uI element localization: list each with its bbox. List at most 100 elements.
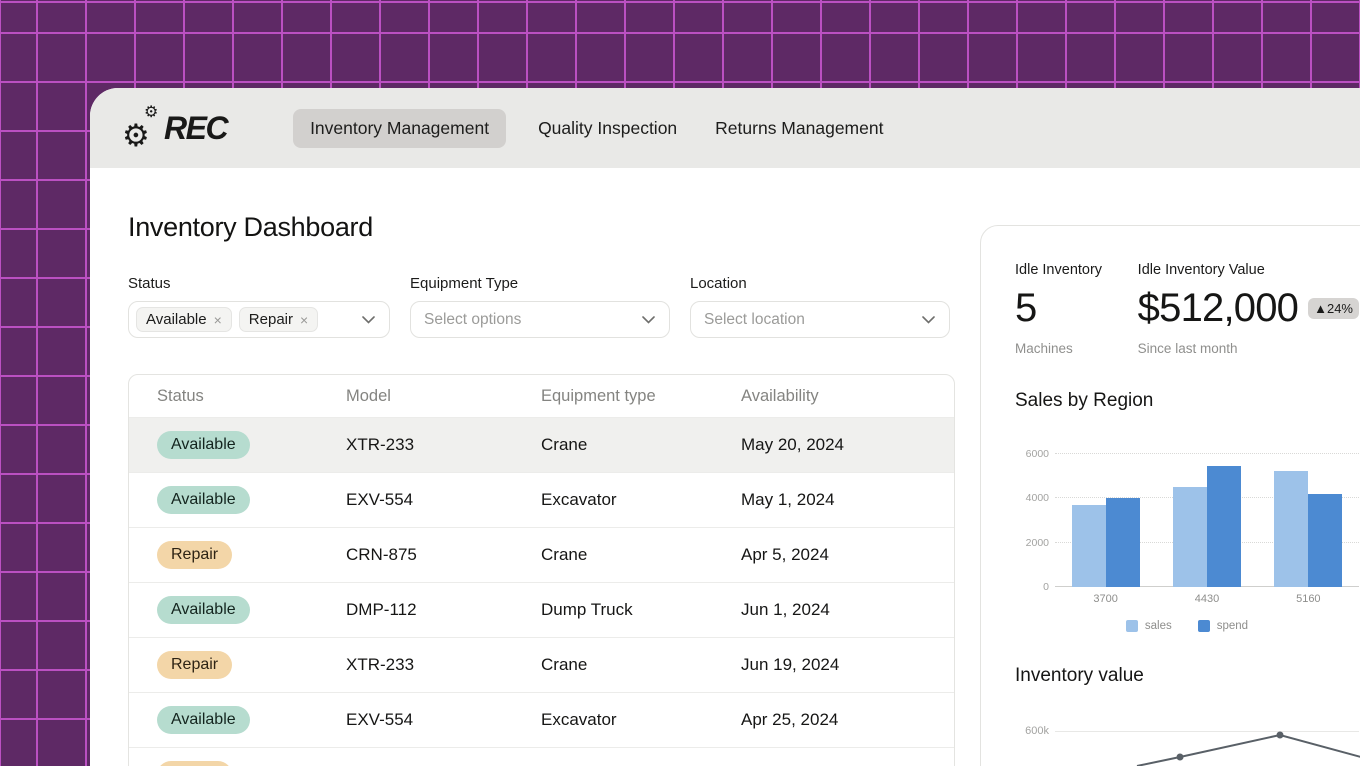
status-chip-available[interactable]: Available ×: [136, 307, 232, 332]
chip-label: Repair: [249, 311, 293, 328]
line-chart-y-label: 600k: [1015, 725, 1049, 737]
inventory-table: StatusModelEquipment typeAvailability Av…: [128, 374, 955, 766]
nav-tab-returns-management[interactable]: Returns Management: [709, 109, 889, 148]
column-header: Status: [157, 387, 346, 406]
model-cell: XTR-233: [346, 435, 541, 455]
table-row[interactable]: Available XTR-233CraneMay 20, 2024: [129, 417, 954, 472]
model-cell: EXV-554: [346, 490, 541, 510]
delta-badge: ▲24%: [1308, 298, 1359, 319]
idle-value-amount: $512,000: [1138, 286, 1298, 331]
idle-inventory-sub: Machines: [1015, 341, 1138, 356]
spend-bar: [1308, 494, 1342, 587]
status-badge: Available: [157, 486, 250, 514]
status-filter: Status Available × Repair ×: [128, 275, 390, 338]
type-cell: Crane: [541, 545, 741, 565]
inventory-value-chart: 600k: [1015, 731, 1359, 766]
bar-chart-title: Sales by Region: [1015, 390, 1359, 412]
availability-cell: May 20, 2024: [741, 435, 954, 455]
remove-chip-icon[interactable]: ×: [300, 312, 308, 328]
table-row[interactable]: Repair XTR-233CraneJun 19, 2024: [129, 637, 954, 692]
column-header: Model: [346, 387, 541, 406]
brand-logo: ⚙︎⚙︎ REC: [122, 105, 227, 151]
status-chips: Available × Repair ×: [136, 307, 318, 332]
status-filter-label: Status: [128, 275, 390, 292]
table-row[interactable]: AvailableEXV-554ExcavatorApr 25, 2024: [129, 692, 954, 747]
table-row[interactable]: RepairCRN-875CraneFeb 22, 2024: [129, 747, 954, 766]
availability-cell: Apr 5, 2024: [741, 545, 954, 565]
bar-chart-x-labels: 3700 4430 5160: [1055, 593, 1359, 605]
status-badge: Available: [157, 596, 250, 624]
location-filter: Location Select location: [690, 275, 950, 338]
app-header: ⚙︎⚙︎ REC Inventory Management Quality Ins…: [90, 88, 1360, 168]
sales-bar: [1072, 505, 1106, 587]
stats-row: Idle Inventory 5 Machines Idle Inventory…: [1015, 262, 1359, 356]
idle-value-stat: Idle Inventory Value $512,000 ▲24% Since…: [1138, 262, 1359, 356]
bar-group: [1173, 466, 1241, 587]
bar-chart-legend: sales spend: [1015, 620, 1359, 632]
idle-value-sub: Since last month: [1138, 341, 1359, 356]
model-cell: EXV-554: [346, 710, 541, 730]
type-cell: Crane: [541, 655, 741, 675]
x-category-label: 3700: [1093, 593, 1117, 605]
nav-tab-inventory-management[interactable]: Inventory Management: [293, 109, 506, 148]
sales-bar: [1173, 487, 1207, 587]
location-placeholder: Select location: [704, 311, 805, 329]
line-chart-svg: [1055, 725, 1360, 766]
availability-cell: Jun 1, 2024: [741, 600, 954, 620]
app-window: ⚙︎⚙︎ REC Inventory Management Quality Ins…: [90, 88, 1360, 766]
idle-inventory-label: Idle Inventory: [1015, 262, 1138, 278]
availability-cell: May 1, 2024: [741, 490, 954, 510]
table-row[interactable]: Repair CRN-875CraneApr 5, 2024: [129, 527, 954, 582]
status-badge: Repair: [157, 761, 232, 766]
table-row[interactable]: Available EXV-554ExcavatorMay 1, 2024: [129, 472, 954, 527]
table-body: AvailableXTR-233CraneMay 20, 2024Availab…: [129, 417, 954, 766]
location-label: Location: [690, 275, 950, 292]
chip-label: Available: [146, 311, 207, 328]
idle-inventory-stat: Idle Inventory 5 Machines: [1015, 262, 1138, 356]
sales-by-region-chart: 0200040006000 370044305160 salesspend: [1015, 454, 1359, 632]
bar-group: [1274, 471, 1342, 587]
x-category-label: 4430: [1195, 593, 1219, 605]
type-cell: Excavator: [541, 710, 741, 730]
y-tick-label: 4000: [1026, 492, 1049, 504]
status-badge: Repair: [157, 651, 232, 679]
nav-tab-quality-inspection[interactable]: Quality Inspection: [532, 109, 683, 148]
column-header: Equipment type: [541, 387, 741, 406]
line-point-marker: [1277, 732, 1284, 739]
availability-cell: Jun 19, 2024: [741, 655, 954, 675]
status-badge: Repair: [157, 541, 232, 569]
status-chip-repair[interactable]: Repair ×: [239, 307, 318, 332]
location-select[interactable]: Select location: [690, 301, 950, 338]
page-title: Inventory Dashboard: [128, 212, 955, 243]
main-content: Inventory Dashboard Status Available×Rep…: [128, 212, 955, 766]
desktop-background: { "brand": { "name": "REC" }, "nav": { "…: [0, 0, 1360, 766]
type-cell: Crane: [541, 435, 741, 455]
line-chart-plot: [1055, 731, 1359, 766]
idle-value-label: Idle Inventory Value: [1138, 262, 1359, 278]
filters-row: Status Available × Repair × Equipment Type …: [128, 275, 955, 338]
model-cell: XTR-233: [346, 655, 541, 675]
bar-group: [1072, 498, 1140, 587]
x-category-label: 5160: [1296, 593, 1320, 605]
brand-name: REC: [164, 110, 227, 147]
equipment-type-select[interactable]: Select options: [410, 301, 670, 338]
remove-chip-icon[interactable]: ×: [214, 312, 222, 328]
legend-swatch: [1198, 620, 1210, 632]
y-tick-label: 6000: [1026, 448, 1049, 460]
chevron-down-icon[interactable]: [922, 316, 935, 324]
model-cell: CRN-875: [346, 545, 541, 565]
legend-swatch: [1126, 620, 1138, 632]
legend-item-sales: sales: [1126, 620, 1172, 632]
spend-bar: [1207, 466, 1241, 587]
table-row[interactable]: AvailableDMP-112Dump TruckJun 1, 2024: [129, 582, 954, 637]
type-cell: Excavator: [541, 490, 741, 510]
chevron-down-icon[interactable]: [642, 316, 655, 324]
status-select[interactable]: Available × Repair ×: [128, 301, 390, 338]
line-chart-title: Inventory value: [1015, 665, 1359, 687]
chevron-down-icon[interactable]: [362, 316, 375, 324]
legend-item-spend: spend: [1198, 620, 1248, 632]
y-tick-label: 2000: [1026, 537, 1049, 549]
availability-cell: Apr 25, 2024: [741, 710, 954, 730]
status-badge: Available: [157, 431, 250, 459]
equipment-type-filter: Equipment Type Select options: [410, 275, 670, 338]
